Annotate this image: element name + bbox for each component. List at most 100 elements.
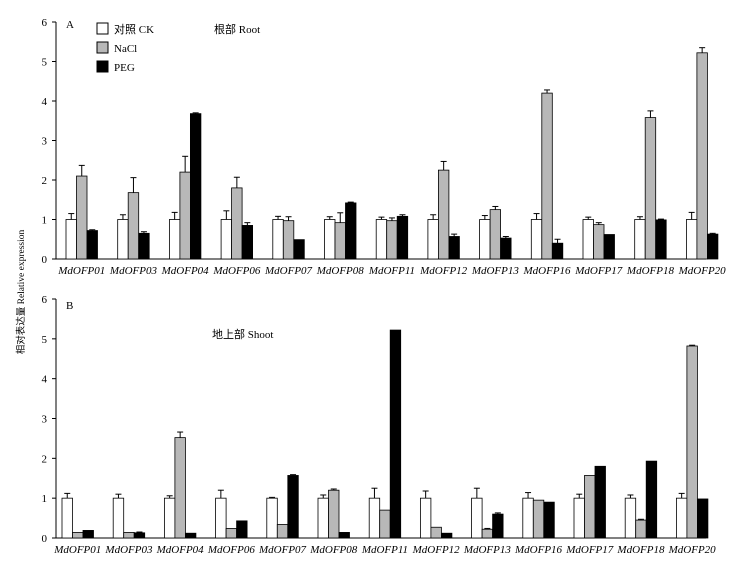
bar-b-ck <box>573 497 585 539</box>
y-tick-label-b: 6 <box>42 294 48 306</box>
category-label-a: MdOFP08 <box>316 265 365 277</box>
bar-a-nacl <box>541 92 553 260</box>
bar-b-ck <box>215 497 227 539</box>
bar-a-ck <box>375 219 388 260</box>
category-label-a: MdOFP03 <box>109 265 158 277</box>
bar-a-nacl <box>696 52 708 260</box>
bar-a-ck <box>530 219 543 260</box>
category-label-a: MdOFP20 <box>678 265 727 277</box>
bar-b-peg <box>492 513 504 539</box>
bar-b-nacl <box>328 489 340 539</box>
legend-item-peg: PEG <box>96 60 135 74</box>
y-tick-label-b: 1 <box>42 493 48 505</box>
y-tick-label-a: 5 <box>42 57 48 69</box>
bar-b-nacl <box>635 519 647 539</box>
bar-a-peg <box>707 233 719 260</box>
category-label-a: MdOFP11 <box>368 265 415 277</box>
y-tick-label-a: 3 <box>42 136 48 148</box>
legend-label-ck: 对照 CK <box>114 22 154 36</box>
category-label-b: MdOFP03 <box>104 544 153 556</box>
category-label-a: MdOFP18 <box>626 265 675 277</box>
bar-b-ck <box>624 497 637 539</box>
bar-b-peg <box>236 520 248 539</box>
y-tick-label-a: 1 <box>42 215 48 227</box>
y-tick-label-b: 5 <box>42 334 48 346</box>
bar-b-ck <box>419 497 432 539</box>
bar-a-peg <box>448 236 460 260</box>
bar-a-peg <box>551 242 564 260</box>
category-label-b: MdOFP01 <box>53 544 101 556</box>
bar-a-peg <box>138 232 150 260</box>
y-tick-label-a: 0 <box>42 254 48 266</box>
bar-a-peg <box>189 113 202 260</box>
bar-a-nacl <box>334 222 346 260</box>
bar-a-nacl <box>593 224 605 260</box>
panel-a-root: A 根部 Root 对照 CK NaCl PEG 0 1 2 3 4 5 6 MdOFP01 M… <box>42 17 727 277</box>
bar-a-peg <box>603 234 615 260</box>
bar-a-nacl <box>127 192 140 260</box>
bar-a-nacl <box>489 209 502 260</box>
bar-a-nacl <box>437 169 450 260</box>
bar-a-nacl <box>179 171 191 260</box>
legend-swatch-ck <box>96 22 109 35</box>
bar-a-ck <box>427 219 439 260</box>
bar-b-ck <box>317 497 329 539</box>
legend: 对照 CK NaCl PEG <box>96 22 154 74</box>
bar-b-nacl <box>174 437 186 539</box>
bar-a-peg <box>241 225 254 260</box>
bar-a-ck <box>168 219 181 260</box>
bar-b-nacl <box>430 526 442 539</box>
category-label-b: MdOFP13 <box>463 544 512 556</box>
bar-a-peg <box>293 239 305 260</box>
bar-b-nacl <box>123 532 135 539</box>
legend-item-nacl: NaCl <box>96 41 137 55</box>
bar-a-nacl <box>644 117 657 260</box>
y-tick-label-a: 2 <box>42 175 48 187</box>
bar-b-nacl <box>379 509 391 539</box>
y-tick-label-a: 6 <box>42 17 48 29</box>
bar-b-ck <box>471 497 483 539</box>
bar-a-nacl <box>76 175 88 260</box>
bar-b-peg <box>697 498 709 539</box>
bar-b-nacl <box>532 499 545 539</box>
bar-a-ck <box>272 219 284 260</box>
category-label-a: MdOFP04 <box>161 265 210 277</box>
category-label-b: MdOFP04 <box>156 544 205 556</box>
panel-a-title: 根部 Root <box>214 22 260 36</box>
bar-b-peg <box>184 532 197 539</box>
bar-b-nacl <box>686 345 698 539</box>
category-label-b: MdOFP20 <box>668 544 717 556</box>
bar-a-nacl <box>231 187 243 260</box>
panel-a-letter: A <box>66 19 74 31</box>
bar-b-peg <box>594 465 606 539</box>
bar-a-peg <box>500 237 512 260</box>
category-label-b: MdOFP08 <box>309 544 358 556</box>
bar-a-peg <box>655 219 667 260</box>
bar-a-ck <box>117 219 129 260</box>
category-label-b: MdOFP16 <box>514 544 563 556</box>
bar-b-peg <box>389 329 402 539</box>
panel-b-shoot: B 地上部 Shoot 0 1 2 3 4 5 6 MdOFP01 MdOFP03 MdOFP04… <box>42 294 717 556</box>
bar-b-peg <box>82 530 94 539</box>
bar-b-nacl <box>584 475 596 539</box>
category-label-a: MdOFP16 <box>523 265 572 277</box>
category-label-a: MdOFP07 <box>264 265 313 277</box>
bar-b-ck <box>112 497 125 539</box>
legend-item-ck: 对照 CK <box>96 22 154 36</box>
category-label-a: MdOFP06 <box>212 265 261 277</box>
legend-swatch-nacl <box>96 41 109 54</box>
y-tick-label-b: 4 <box>42 374 48 386</box>
bar-b-ck <box>266 497 278 539</box>
y-tick-label-b: 0 <box>42 533 48 545</box>
bar-a-ck <box>65 219 77 260</box>
category-label-b: MdOFP07 <box>258 544 307 556</box>
panel-b-title: 地上部 Shoot <box>212 327 273 341</box>
bar-b-peg <box>338 532 350 539</box>
category-label-b: MdOFP11 <box>361 544 408 556</box>
bar-b-ck <box>368 497 381 539</box>
category-label-a: MdOFP13 <box>471 265 520 277</box>
bar-a-ck <box>324 219 336 260</box>
category-label-b: MdOFP06 <box>207 544 256 556</box>
bar-b-peg <box>543 501 555 539</box>
